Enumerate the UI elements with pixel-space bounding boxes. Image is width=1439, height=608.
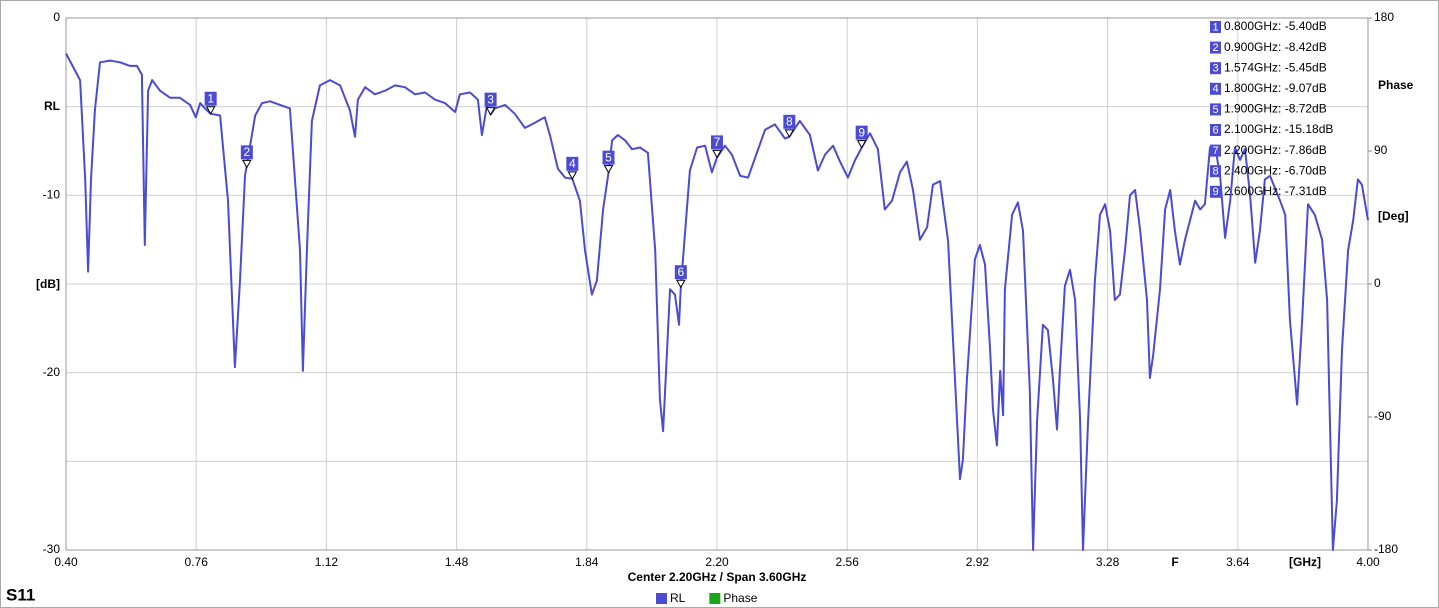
table-num: 8	[1212, 166, 1218, 178]
x-tick-label: 4.00	[1356, 555, 1380, 569]
marker-label: 9	[858, 125, 865, 139]
marker-badge	[602, 150, 615, 165]
marker-label: 5	[605, 150, 612, 164]
marker	[485, 107, 496, 116]
marker	[784, 129, 795, 138]
marker	[675, 279, 686, 289]
y-tick-label: -30	[43, 542, 61, 556]
marker-label: 4	[569, 157, 576, 171]
marker-badge	[855, 125, 868, 140]
y2-tick-label: 90	[1374, 143, 1388, 157]
subtitle: Center 2.20GHz / Span 3.60GHz	[628, 570, 807, 584]
marker	[205, 106, 216, 115]
chart-title: S11	[6, 585, 35, 604]
marker	[241, 159, 252, 169]
table-badge	[1210, 185, 1221, 198]
table-text: 1.574GHz: -5.45dB	[1224, 60, 1327, 74]
table-text: 2.100GHz: -15.18dB	[1224, 122, 1333, 136]
marker	[856, 140, 867, 149]
x-tick-label: 1.84	[575, 555, 599, 569]
marker-badge	[484, 92, 497, 107]
table-num: 9	[1212, 186, 1218, 198]
table-badge	[1210, 124, 1221, 136]
table-num: 2	[1212, 42, 1218, 54]
marker-badge	[566, 156, 579, 171]
x-tick-label: 3.28	[1096, 555, 1120, 569]
marker-label: 1	[207, 91, 214, 105]
y-tick-label: -20	[43, 365, 61, 379]
x-title: F	[1171, 555, 1178, 569]
x-tick-label: 0.40	[54, 555, 78, 569]
marker-badge	[204, 91, 217, 106]
marker-label: 7	[714, 135, 721, 149]
table-badge	[1210, 21, 1221, 33]
y2-tick-label: 180	[1374, 10, 1394, 24]
marker-badge	[711, 135, 723, 150]
table-badge	[1210, 144, 1221, 157]
marker-badge	[783, 114, 796, 129]
y2-tick-label: -180	[1374, 542, 1398, 556]
y2-unit: [Deg]	[1378, 209, 1409, 223]
table-badge	[1210, 103, 1221, 116]
x-tick-label: 3.64	[1226, 555, 1250, 569]
table-num: 4	[1212, 83, 1218, 95]
legend-label: Phase	[723, 591, 757, 605]
table-text: 1.900GHz: -8.72dB	[1224, 102, 1327, 116]
y-title: RL	[44, 99, 60, 113]
y-tick-label: 0	[53, 10, 60, 24]
marker-label: 8	[786, 114, 793, 128]
table-badge	[1210, 82, 1221, 95]
marker	[712, 149, 722, 159]
table-text: 2.400GHz: -6.70dB	[1224, 163, 1327, 177]
table-text: 1.800GHz: -9.07dB	[1224, 81, 1327, 95]
x-tick-label: 2.56	[836, 555, 860, 569]
table-text: 0.900GHz: -8.42dB	[1224, 40, 1327, 54]
table-num: 3	[1212, 63, 1218, 75]
legend-label: RL	[670, 591, 686, 605]
x-tick-label: 2.92	[966, 555, 990, 569]
y2-tick-label: 0	[1374, 276, 1381, 290]
y-tick-label: -10	[43, 188, 61, 202]
marker-label: 6	[677, 265, 684, 279]
table-badge	[1210, 165, 1221, 178]
x-unit: [GHz]	[1289, 555, 1321, 569]
legend-swatch	[656, 593, 667, 604]
marker-badge	[240, 145, 253, 160]
marker-badge	[674, 265, 687, 280]
marker-label: 3	[487, 92, 494, 106]
table-text: 2.200GHz: -7.86dB	[1224, 143, 1327, 157]
x-tick-label: 0.76	[185, 555, 209, 569]
x-tick-label: 1.12	[315, 555, 339, 569]
table-num: 6	[1212, 124, 1218, 136]
y2-title: Phase	[1378, 78, 1414, 92]
x-tick-label: 2.20	[705, 555, 729, 569]
x-tick-label: 1.48	[445, 555, 469, 569]
table-num: 5	[1212, 104, 1218, 116]
table-num: 1	[1212, 21, 1218, 33]
y2-tick-label: -90	[1374, 409, 1392, 423]
table-badge	[1210, 62, 1221, 75]
plot-border	[65, 17, 1369, 551]
table-num: 7	[1212, 145, 1218, 157]
marker	[567, 171, 578, 180]
marker-label: 2	[243, 145, 250, 159]
table-badge	[1210, 41, 1221, 54]
marker	[603, 165, 614, 174]
table-text: 0.800GHz: -5.40dB	[1224, 19, 1327, 33]
legend-swatch	[709, 593, 721, 604]
table-text: 2.600GHz: -7.31dB	[1224, 184, 1327, 198]
y-unit: [dB]	[36, 277, 60, 291]
